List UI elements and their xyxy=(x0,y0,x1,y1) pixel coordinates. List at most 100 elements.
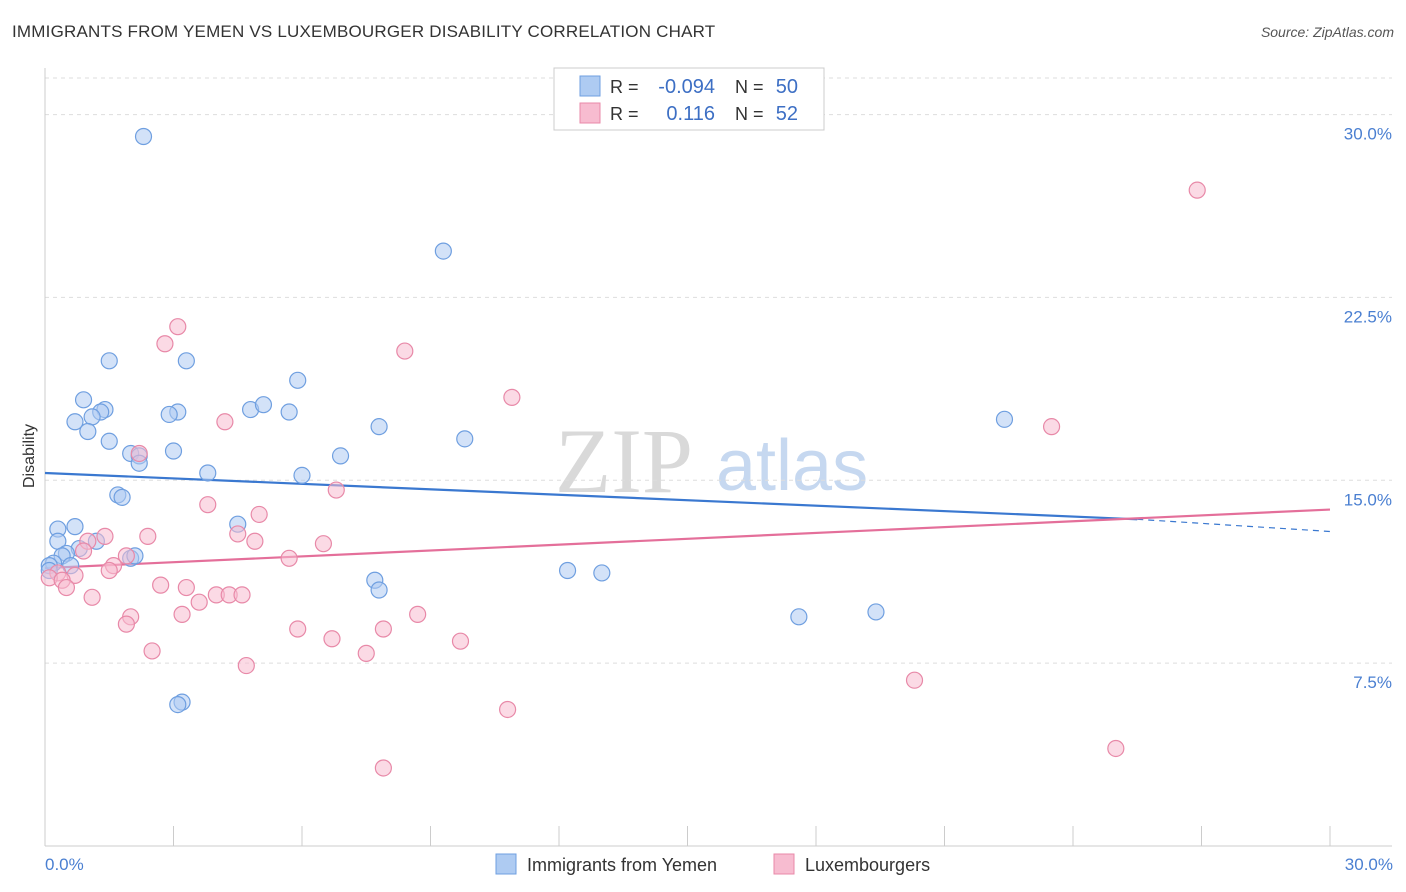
y-tick-label: 15.0% xyxy=(1344,490,1392,509)
point-luxembourger xyxy=(57,578,76,597)
point-luxembourger xyxy=(1188,181,1206,199)
point-luxembourger xyxy=(374,759,392,777)
point-yemen xyxy=(100,352,118,370)
legend-swatch-pink xyxy=(579,102,601,124)
point-luxembourger xyxy=(177,578,195,597)
point-luxembourger xyxy=(169,318,187,336)
point-yemen xyxy=(177,352,195,370)
y-tick-label: 30.0% xyxy=(1344,125,1392,144)
point-yemen xyxy=(289,371,307,389)
legend-r-value-1: -0.094 xyxy=(658,76,715,98)
point-yemen xyxy=(199,464,217,482)
legend-r-value-2: 0.116 xyxy=(666,103,715,125)
point-luxembourger xyxy=(190,593,208,611)
series-legend-swatch-luxembourgers xyxy=(773,853,795,875)
point-luxembourger xyxy=(100,561,118,580)
point-yemen xyxy=(867,603,885,621)
point-yemen xyxy=(83,408,101,426)
series-legend: Immigrants from Yemen Luxembourgers xyxy=(495,853,930,875)
y-tick-label: 7.5% xyxy=(1353,673,1392,692)
legend-r-label-2: R = xyxy=(610,104,639,124)
point-luxembourger xyxy=(237,656,255,675)
point-luxembourger xyxy=(246,532,264,550)
point-luxembourger xyxy=(289,620,307,638)
point-yemen xyxy=(995,410,1014,428)
point-luxembourger xyxy=(451,632,470,650)
point-yemen xyxy=(593,564,611,582)
point-luxembourger xyxy=(374,620,392,638)
point-luxembourger xyxy=(503,388,521,406)
trend-lines xyxy=(44,471,1331,570)
point-yemen xyxy=(280,403,298,421)
point-luxembourger xyxy=(216,413,234,431)
point-yemen xyxy=(113,488,131,506)
legend-n-label-2: N = xyxy=(735,104,764,124)
y-tick-label: 22.5% xyxy=(1344,307,1392,326)
point-luxembourger xyxy=(409,605,427,623)
trend-line-luxembourgers xyxy=(44,508,1331,570)
point-yemen xyxy=(434,242,452,260)
point-yemen xyxy=(169,695,187,714)
point-luxembourger xyxy=(1107,739,1125,758)
point-yemen xyxy=(293,466,311,485)
axes: 7.5% 15.0% 22.5% 30.0% 0.0% 30.0% xyxy=(44,68,1393,874)
point-yemen xyxy=(558,561,577,580)
point-luxembourger xyxy=(905,671,924,689)
point-yemen xyxy=(66,518,84,536)
point-yemen xyxy=(370,418,388,436)
legend-n-label-1: N = xyxy=(735,77,764,97)
chart-title: IMMIGRANTS FROM YEMEN VS LUXEMBOURGER DI… xyxy=(12,22,716,41)
point-luxembourger xyxy=(199,496,217,514)
point-luxembourger xyxy=(327,481,345,499)
point-luxembourger xyxy=(1042,418,1061,436)
point-luxembourger xyxy=(130,444,148,463)
point-yemen xyxy=(66,413,84,431)
point-yemen xyxy=(74,391,93,409)
trend-line-yemen xyxy=(44,471,1138,521)
point-yemen xyxy=(456,430,474,448)
point-luxembourger xyxy=(250,505,268,524)
point-luxembourger xyxy=(233,586,251,604)
legend-n-value-2: 52 xyxy=(776,103,798,125)
point-yemen xyxy=(100,432,118,450)
point-luxembourger xyxy=(323,630,341,648)
y-axis-label: Disability xyxy=(21,424,38,488)
legend-r-label-1: R = xyxy=(610,77,639,97)
point-yemen xyxy=(134,127,153,146)
point-luxembourger xyxy=(357,644,375,662)
legend-swatch-blue xyxy=(579,75,601,97)
point-yemen xyxy=(160,405,178,424)
trend-line-yemen-extension xyxy=(1137,518,1331,533)
point-yemen xyxy=(164,442,183,460)
point-luxembourger xyxy=(117,615,135,633)
stats-legend: R = -0.094 N = 50 R = 0.116 N = 52 xyxy=(553,67,825,131)
point-luxembourger xyxy=(280,549,298,567)
point-luxembourger xyxy=(499,700,517,719)
point-yemen xyxy=(331,447,350,465)
point-luxembourger xyxy=(74,542,93,560)
point-luxembourger xyxy=(96,527,114,545)
point-yemen xyxy=(254,396,273,414)
point-luxembourger xyxy=(139,527,157,545)
point-luxembourger xyxy=(229,525,247,543)
series-legend-yemen: Immigrants from Yemen xyxy=(527,855,717,875)
gridlines xyxy=(45,77,1392,664)
point-yemen xyxy=(79,422,97,441)
point-luxembourger xyxy=(314,535,333,553)
x-tick-label: 0.0% xyxy=(45,855,84,874)
x-tick-label: 30.0% xyxy=(1345,855,1393,874)
point-luxembourger xyxy=(117,547,135,565)
point-yemen xyxy=(370,581,388,599)
source-label: Source: ZipAtlas.com xyxy=(1260,24,1394,40)
watermark-atlas: atlas xyxy=(716,426,868,506)
point-luxembourger xyxy=(396,342,414,360)
point-luxembourger xyxy=(152,576,170,594)
point-luxembourger xyxy=(156,335,174,353)
point-luxembourger xyxy=(143,642,161,660)
data-points xyxy=(40,127,1206,777)
legend-n-value-1: 50 xyxy=(776,76,798,98)
series-legend-luxembourgers: Luxembourgers xyxy=(805,855,930,875)
point-luxembourger xyxy=(173,605,191,623)
point-yemen xyxy=(790,608,808,626)
